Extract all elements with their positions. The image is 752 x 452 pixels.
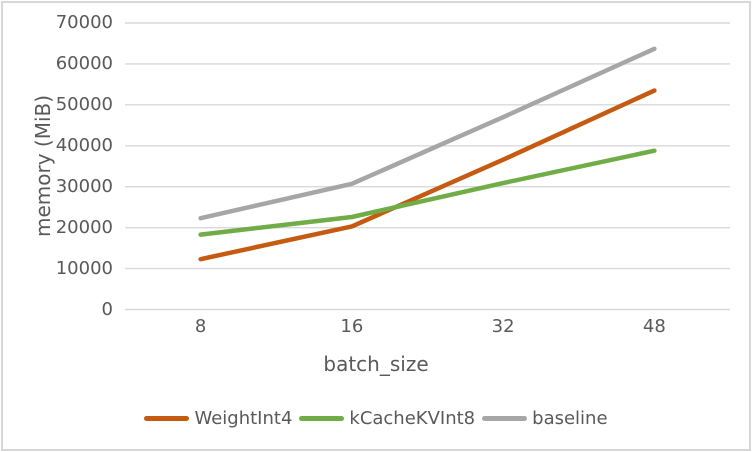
legend-line-swatch-kCacheKVInt8 (299, 416, 345, 421)
legend-line-swatch-WeightInt4 (144, 416, 190, 421)
y-tick-label-40000: 40000 (55, 134, 113, 156)
x-tick-label-48: 48 (642, 316, 666, 337)
x-tick-label-16: 16 (340, 316, 364, 337)
x-tick-label-32: 32 (491, 316, 515, 337)
legend-line-swatch-baseline (482, 416, 528, 421)
series-line-WeightInt4 (198, 88, 657, 262)
y-tick-label-20000: 20000 (55, 216, 113, 238)
legend-item-WeightInt4: WeightInt4 (144, 408, 292, 429)
y-axis-title: memory (MiB) (31, 94, 55, 238)
legend-label-kCacheKVInt8: kCacheKVInt8 (349, 408, 476, 429)
y-tick-label-0: 0 (101, 298, 113, 320)
y-tick-label-50000: 50000 (55, 93, 113, 115)
legend: WeightInt4 kCacheKVInt8 baseline (0, 408, 752, 429)
series-line-baseline (198, 46, 657, 221)
legend-item-kCacheKVInt8: kCacheKVInt8 (299, 408, 475, 429)
series-line-kCacheKVInt8 (198, 148, 657, 237)
legend-item-baseline: baseline (482, 408, 608, 429)
y-tick-label-30000: 30000 (55, 175, 113, 197)
y-tick-label-10000: 10000 (55, 257, 113, 279)
y-tick-label-60000: 60000 (55, 52, 113, 74)
legend-label-baseline: baseline (532, 408, 608, 429)
x-axis-title: batch_size (323, 352, 429, 376)
x-tick-label-8: 8 (194, 316, 207, 337)
legend-label-WeightInt4: WeightInt4 (194, 408, 293, 429)
y-tick-label-70000: 70000 (55, 12, 113, 33)
